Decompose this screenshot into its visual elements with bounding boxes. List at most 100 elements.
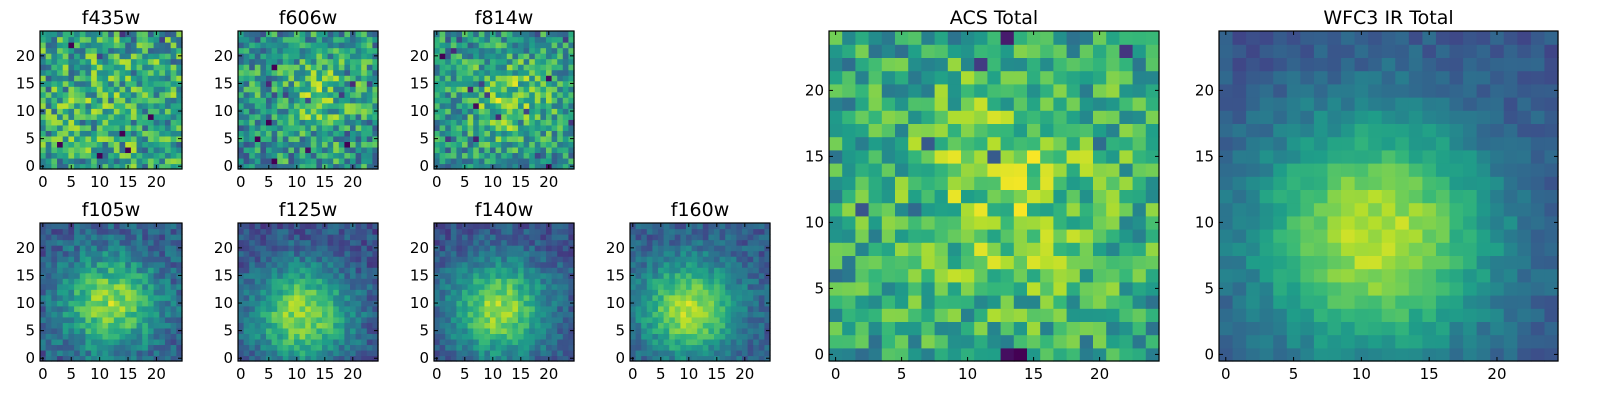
heatmap-cell <box>51 48 57 54</box>
heatmap-cell <box>736 267 742 273</box>
heatmap-cell <box>120 256 126 262</box>
heatmap-cell <box>91 130 97 136</box>
heatmap-cell <box>496 306 502 312</box>
heatmap-cell <box>91 350 97 356</box>
y-tick-label: 10 <box>16 294 35 312</box>
heatmap-cell <box>322 306 328 312</box>
heatmap-cell <box>266 278 272 284</box>
heatmap-cell <box>468 234 474 240</box>
heatmap-cell <box>57 311 63 317</box>
heatmap-cell <box>456 48 462 54</box>
heatmap-cell <box>137 81 143 87</box>
heatmap-cell <box>512 229 518 235</box>
heatmap-cell <box>148 273 154 279</box>
heatmap-cell <box>244 295 250 301</box>
heatmap-cell <box>272 306 278 312</box>
heatmap-cell <box>518 86 524 92</box>
heatmap-cell <box>148 70 154 76</box>
heatmap-cell <box>288 317 294 323</box>
heatmap-cell <box>238 251 244 257</box>
heatmap-cell <box>255 114 261 120</box>
heatmap-cell <box>714 328 720 334</box>
heatmap-cell <box>445 350 451 356</box>
heatmap-cell <box>344 245 350 251</box>
heatmap-cell <box>669 300 675 306</box>
heatmap-cell <box>266 70 272 76</box>
heatmap-cell <box>948 189 962 203</box>
heatmap-cell <box>1146 335 1160 349</box>
heatmap-cell <box>636 300 642 306</box>
heatmap-cell <box>703 284 709 290</box>
heatmap-cell <box>356 234 362 240</box>
heatmap-cell <box>445 119 451 125</box>
heatmap-cell <box>57 278 63 284</box>
heatmap-cell <box>507 229 513 235</box>
heatmap-cell <box>1053 308 1067 322</box>
heatmap-cell <box>540 114 546 120</box>
heatmap-cell <box>277 333 283 339</box>
heatmap-cell <box>518 141 524 147</box>
heatmap-cell <box>742 262 748 268</box>
heatmap-cell <box>652 251 658 257</box>
heatmap-cell <box>316 350 322 356</box>
heatmap-cell <box>675 234 681 240</box>
heatmap-cell <box>339 81 345 87</box>
heatmap-cell <box>512 42 518 48</box>
heatmap-cell <box>63 273 69 279</box>
heatmap-cell <box>74 119 80 125</box>
heatmap-cell <box>714 344 720 350</box>
heatmap-cell <box>496 240 502 246</box>
heatmap-cell <box>484 350 490 356</box>
heatmap-cell <box>473 306 479 312</box>
heatmap-cell <box>305 339 311 345</box>
heatmap-cell <box>451 240 457 246</box>
heatmap-cell <box>445 114 451 120</box>
heatmap-cell <box>255 53 261 59</box>
heatmap-cell <box>479 42 485 48</box>
heatmap-cell <box>987 321 1001 335</box>
heatmap-cell <box>171 147 177 153</box>
heatmap-cell <box>1067 163 1081 177</box>
heatmap-cell <box>40 322 46 328</box>
heatmap-cell <box>102 289 108 295</box>
heatmap-cell <box>720 289 726 295</box>
heatmap-cell <box>171 333 177 339</box>
heatmap-cell <box>322 136 328 142</box>
heatmap-cell <box>316 284 322 290</box>
heatmap-cell <box>68 53 74 59</box>
heatmap-cell <box>440 251 446 257</box>
heatmap-cell <box>557 223 563 229</box>
heatmap-cell <box>552 240 558 246</box>
heatmap-cell <box>987 269 1001 283</box>
heatmap-cell <box>895 229 909 243</box>
heatmap-cell <box>305 295 311 301</box>
heatmap-cell <box>552 322 558 328</box>
heatmap-cell <box>63 289 69 295</box>
heatmap-cell <box>114 262 120 268</box>
heatmap-cell <box>462 245 468 251</box>
heatmap-cell <box>283 229 289 235</box>
heatmap-cell <box>1067 203 1081 217</box>
heatmap-cell <box>440 37 446 43</box>
heatmap-cell <box>68 64 74 70</box>
heatmap-cell <box>80 152 86 158</box>
heatmap-cell <box>350 339 356 345</box>
heatmap-cell <box>1053 321 1067 335</box>
heatmap-cell <box>159 103 165 109</box>
heatmap-cell <box>855 255 869 269</box>
heatmap-cell <box>524 147 530 153</box>
heatmap-cell <box>664 251 670 257</box>
heatmap-cell <box>283 92 289 98</box>
heatmap-cell <box>322 295 328 301</box>
heatmap-cell <box>272 317 278 323</box>
heatmap-cell <box>1053 269 1067 283</box>
heatmap-cell <box>445 158 451 164</box>
heatmap-cell <box>311 284 317 290</box>
heatmap-cell <box>244 42 250 48</box>
heatmap-cell <box>535 53 541 59</box>
heatmap-cell <box>462 306 468 312</box>
heatmap-cell <box>91 136 97 142</box>
heatmap-cell <box>524 31 530 37</box>
heatmap-cell <box>908 295 922 309</box>
heatmap-cell <box>300 97 306 103</box>
